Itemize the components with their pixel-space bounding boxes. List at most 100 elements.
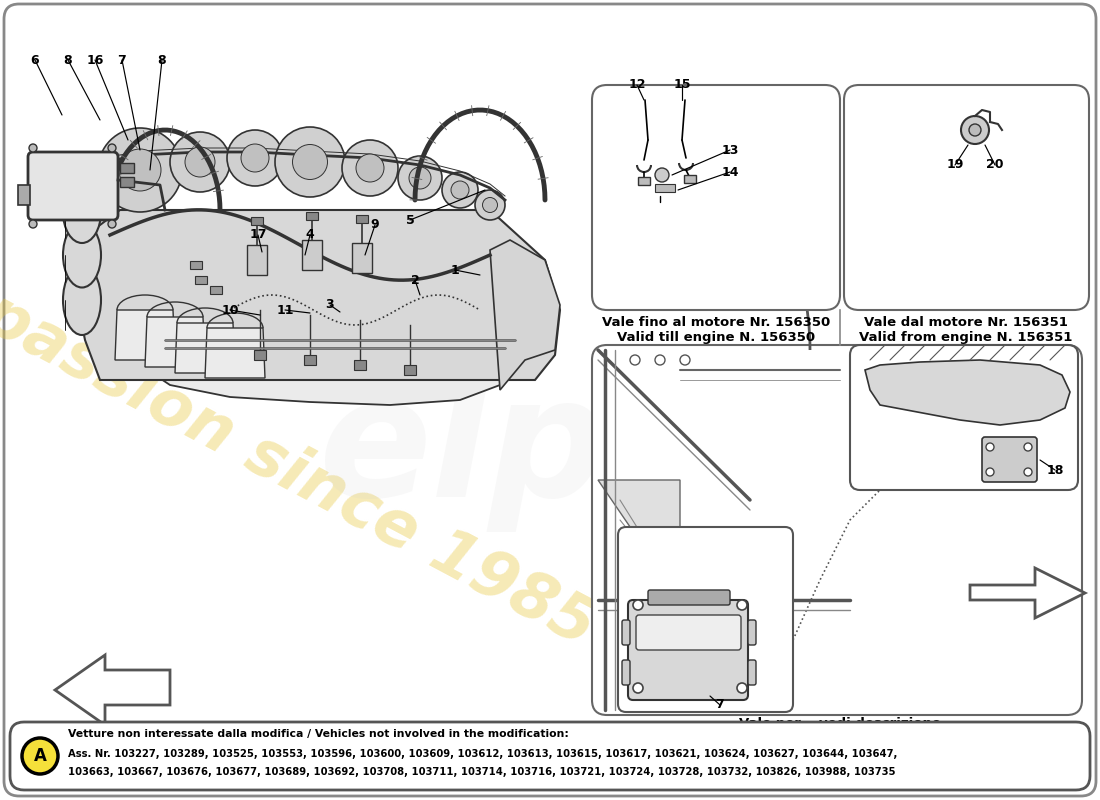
- Bar: [404, 365, 416, 375]
- Text: 12: 12: [628, 78, 646, 91]
- Text: 15: 15: [673, 78, 691, 91]
- FancyBboxPatch shape: [982, 437, 1037, 482]
- Polygon shape: [75, 210, 560, 380]
- Text: A: A: [34, 747, 46, 765]
- Circle shape: [342, 140, 398, 196]
- Bar: [654, 184, 675, 192]
- Bar: [306, 212, 318, 220]
- Circle shape: [737, 600, 747, 610]
- Bar: [248, 245, 267, 275]
- Polygon shape: [598, 480, 680, 600]
- Text: Valid till engine N. 156350: Valid till engine N. 156350: [617, 331, 815, 345]
- Circle shape: [275, 127, 345, 197]
- Circle shape: [630, 595, 640, 605]
- Text: 14: 14: [722, 166, 739, 178]
- Bar: [254, 350, 266, 360]
- Circle shape: [483, 198, 497, 213]
- Bar: [302, 240, 322, 270]
- Text: 8: 8: [157, 54, 166, 66]
- Circle shape: [737, 683, 747, 693]
- Ellipse shape: [63, 181, 101, 243]
- Circle shape: [108, 220, 115, 228]
- Circle shape: [1024, 468, 1032, 476]
- Text: 11: 11: [276, 303, 294, 317]
- Text: passion since 1985: passion since 1985: [0, 282, 607, 658]
- Ellipse shape: [63, 222, 101, 287]
- Circle shape: [185, 147, 214, 177]
- Bar: [684, 175, 696, 183]
- Text: 103663, 103667, 103676, 103677, 103689, 103692, 103708, 103711, 103714, 103716, : 103663, 103667, 103676, 103677, 103689, …: [68, 767, 895, 777]
- Polygon shape: [116, 310, 175, 360]
- Text: elparts: elparts: [319, 369, 981, 531]
- Text: 13: 13: [722, 143, 739, 157]
- Circle shape: [108, 144, 115, 152]
- Circle shape: [398, 156, 442, 200]
- FancyBboxPatch shape: [592, 85, 840, 310]
- Circle shape: [227, 130, 283, 186]
- Polygon shape: [865, 360, 1070, 425]
- Text: Vetture non interessate dalla modifica / Vehicles not involved in the modificati: Vetture non interessate dalla modifica /…: [68, 729, 569, 739]
- Bar: [210, 286, 222, 294]
- Text: 9: 9: [371, 218, 380, 231]
- Text: 4: 4: [306, 229, 315, 242]
- Circle shape: [29, 144, 37, 152]
- Text: 1: 1: [451, 263, 460, 277]
- Bar: [638, 177, 650, 185]
- Text: 17: 17: [250, 229, 266, 242]
- FancyBboxPatch shape: [28, 152, 118, 220]
- FancyBboxPatch shape: [621, 660, 630, 685]
- Text: 7: 7: [716, 698, 725, 711]
- Bar: [195, 276, 207, 284]
- FancyBboxPatch shape: [850, 345, 1078, 490]
- FancyBboxPatch shape: [844, 85, 1089, 310]
- Bar: [354, 360, 366, 370]
- Text: 5: 5: [406, 214, 415, 226]
- Circle shape: [29, 220, 37, 228]
- Circle shape: [442, 172, 478, 208]
- Ellipse shape: [63, 265, 101, 335]
- Polygon shape: [145, 317, 205, 367]
- Circle shape: [986, 443, 994, 451]
- Circle shape: [969, 124, 981, 136]
- Circle shape: [654, 168, 669, 182]
- Circle shape: [293, 145, 328, 179]
- Text: 19: 19: [946, 158, 964, 171]
- Bar: [352, 243, 372, 273]
- Polygon shape: [970, 568, 1085, 618]
- Circle shape: [409, 167, 431, 189]
- Text: Valid from engine N. 156351: Valid from engine N. 156351: [859, 331, 1072, 345]
- FancyBboxPatch shape: [592, 345, 1082, 715]
- Bar: [190, 261, 202, 269]
- Text: Valid for... see description: Valid for... see description: [741, 730, 938, 743]
- Circle shape: [654, 355, 666, 365]
- Bar: [356, 215, 369, 223]
- FancyBboxPatch shape: [636, 615, 741, 650]
- Circle shape: [680, 355, 690, 365]
- Polygon shape: [175, 323, 235, 373]
- Text: 8: 8: [64, 54, 73, 66]
- Bar: [120, 177, 134, 187]
- Text: Vale fino al motore Nr. 156350: Vale fino al motore Nr. 156350: [602, 317, 830, 330]
- Text: Vale dal motore Nr. 156351: Vale dal motore Nr. 156351: [865, 317, 1068, 330]
- FancyBboxPatch shape: [748, 620, 756, 645]
- Bar: [304, 355, 316, 365]
- Circle shape: [241, 144, 270, 172]
- Circle shape: [356, 154, 384, 182]
- Text: 10: 10: [221, 303, 239, 317]
- Polygon shape: [205, 328, 265, 378]
- Polygon shape: [490, 240, 560, 390]
- Bar: [251, 217, 263, 225]
- Text: 20: 20: [987, 158, 1003, 171]
- Circle shape: [475, 190, 505, 220]
- Circle shape: [632, 683, 644, 693]
- Circle shape: [654, 595, 666, 605]
- FancyBboxPatch shape: [621, 620, 630, 645]
- Bar: [18, 185, 30, 205]
- Text: Vale per... vedi descrizione: Vale per... vedi descrizione: [739, 717, 940, 730]
- FancyBboxPatch shape: [628, 600, 748, 700]
- FancyBboxPatch shape: [618, 527, 793, 712]
- Circle shape: [451, 181, 469, 199]
- Circle shape: [986, 468, 994, 476]
- Text: 6: 6: [31, 54, 40, 66]
- Circle shape: [170, 132, 230, 192]
